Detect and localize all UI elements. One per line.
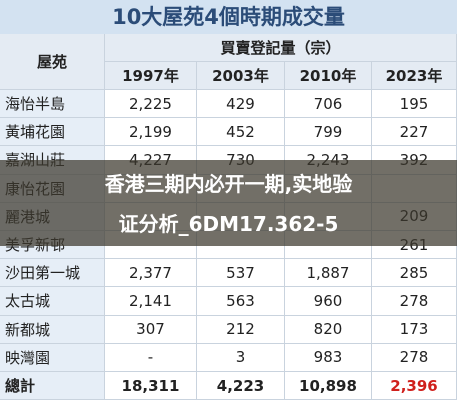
table-cell: 537 [197, 259, 285, 288]
table-cell: 2,377 [105, 259, 197, 288]
table-cell: 3 [197, 343, 285, 372]
table-cell: 173 [372, 315, 457, 344]
table-cell: 563 [197, 287, 285, 316]
table-cell: 960 [285, 287, 372, 316]
column-header: 2023年 [372, 62, 457, 90]
table-cell: 227 [372, 118, 457, 147]
table-cell: 1,887 [285, 259, 372, 288]
table-cell: 452 [197, 118, 285, 147]
table-cell: 195 [372, 90, 457, 119]
overlay-line: 香港三期内必开一期,实地验 [104, 172, 353, 196]
table-cell: 307 [105, 315, 197, 344]
group-header: 買賣登記量（宗） [105, 34, 457, 62]
row-name: 海怡半島 [0, 90, 105, 119]
total-cell: 2,396 [372, 372, 457, 400]
column-header: 1997年 [105, 62, 197, 90]
table-cell: - [105, 343, 197, 372]
table-cell: 2,225 [105, 90, 197, 119]
table-cell: 2,199 [105, 118, 197, 147]
table-cell: 983 [285, 343, 372, 372]
row-name: 映灣園 [0, 343, 105, 372]
total-cell: 4,223 [197, 372, 285, 400]
total-name: 總計 [0, 372, 105, 400]
column-header: 2010年 [285, 62, 372, 90]
table-cell: 706 [285, 90, 372, 119]
table-cell: 278 [372, 287, 457, 316]
row-name: 太古城 [0, 287, 105, 316]
total-cell: 18,311 [105, 372, 197, 400]
row-name: 沙田第一城 [0, 259, 105, 288]
table-cell: 820 [285, 315, 372, 344]
row-name: 黃埔花園 [0, 118, 105, 147]
overlay-line: 证分析_6DM17.362-5 [118, 212, 339, 236]
table-cell: 2,141 [105, 287, 197, 316]
table-cell: 799 [285, 118, 372, 147]
total-cell: 10,898 [285, 372, 372, 400]
row-name: 新都城 [0, 315, 105, 344]
table-cell: 429 [197, 90, 285, 119]
overlay-banner: 香港三期内必开一期,实地验 证分析_6DM17.362-5 [0, 160, 457, 246]
table-cell: 212 [197, 315, 285, 344]
corner-header: 屋苑 [0, 34, 105, 90]
table-cell: 278 [372, 343, 457, 372]
table-cell: 285 [372, 259, 457, 288]
title: 10大屋苑4個時期成交量 [0, 0, 457, 34]
column-header: 2003年 [197, 62, 285, 90]
